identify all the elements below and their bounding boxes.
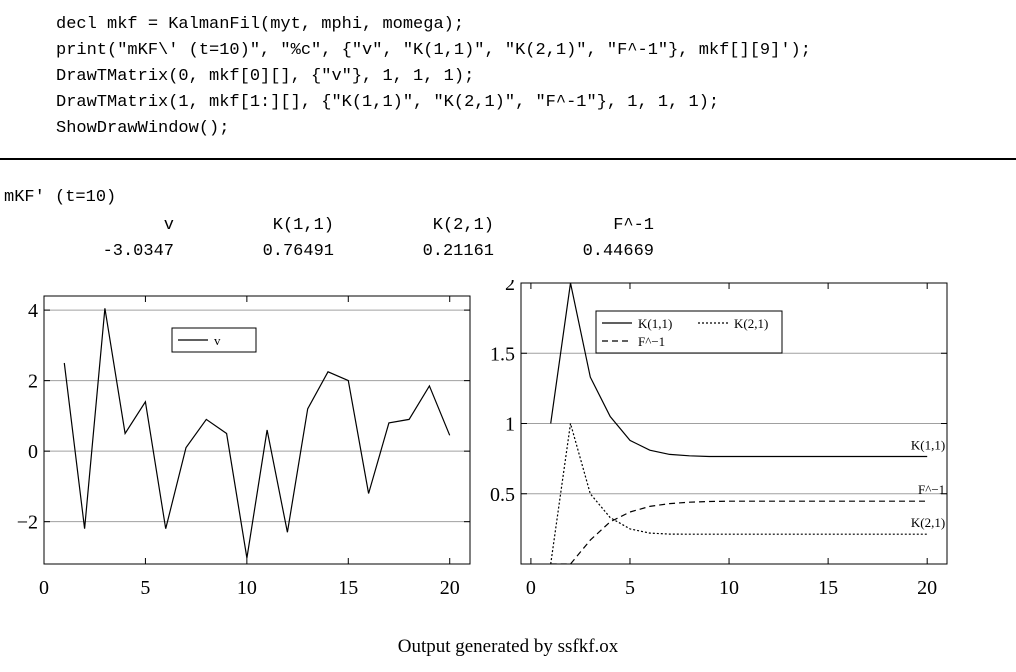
- x-tick-label: 0: [526, 577, 536, 599]
- x-tick-label: 15: [338, 577, 358, 599]
- x-tick-label: 20: [917, 577, 937, 599]
- output-caption: Output generated by ssfkf.ox: [397, 636, 619, 657]
- x-tick-label: 10: [237, 577, 257, 599]
- series-line-f1: [550, 500, 928, 564]
- output-header-finv: F^-1: [613, 216, 654, 235]
- series-line-k21: [550, 423, 928, 564]
- series-end-label: K(1,1): [911, 438, 945, 453]
- output-header-v: v: [163, 216, 174, 235]
- y-tick-label: −2: [17, 512, 38, 534]
- plot-frame: [43, 295, 471, 565]
- y-tick-label: 1: [505, 414, 515, 436]
- y-tick-label: 1.5: [490, 343, 515, 365]
- code-line: DrawTMatrix(0, mkf[0][], {"v"}, 1, 1, 1)…: [56, 67, 475, 86]
- chart-kalman-gain: 0.511.520 5 10 15 20K(1,1)K(2,1)F^−1K(1,1) K(…: [490, 280, 948, 599]
- x-tick-label: 5: [140, 577, 150, 599]
- legend-box: [595, 310, 783, 354]
- series-line-k11: [550, 283, 928, 458]
- x-tick-label: 0: [39, 577, 49, 599]
- code-line: DrawTMatrix(1, mkf[1:][], {"K(1,1)", "K(…: [56, 93, 720, 112]
- output-value-k11: 0.76491: [262, 242, 334, 261]
- x-tick-label: 20: [440, 577, 460, 599]
- code-block: decl mkf = KalmanFil(myt, mphi, momega);…: [56, 12, 811, 142]
- legend-label: F^−1: [638, 334, 665, 349]
- output-value-k21: 0.21161: [422, 242, 494, 261]
- x-tick-label: 15: [818, 577, 838, 599]
- y-tick-label: 0.5: [490, 484, 515, 506]
- chart-v: −2 0 2 4 0 5 10 15 20 v: [17, 295, 471, 599]
- output-title: mKF' (t=10): [4, 188, 117, 207]
- code-line: print("mKF\' (t=10)", "%c", {"v", "K(1,1…: [56, 41, 811, 60]
- output-header-k21: K(2,1): [432, 216, 494, 235]
- legend-label: K(1,1): [638, 316, 672, 331]
- y-tick-label: 2: [505, 280, 515, 295]
- x-tick-label: 10: [719, 577, 739, 599]
- output-value-v: -3.0347: [102, 242, 174, 261]
- separator-rule: [0, 158, 1016, 160]
- code-line: ShowDrawWindow();: [56, 119, 230, 138]
- y-tick-label: 0: [28, 441, 38, 463]
- legend-label: v: [214, 333, 221, 348]
- code-line: decl mkf = KalmanFil(myt, mphi, momega);: [56, 15, 465, 34]
- legend-label: K(2,1): [734, 316, 768, 331]
- x-tick-label: 5: [625, 577, 635, 599]
- output-header-k11: K(1,1): [272, 216, 334, 235]
- series-end-label: K(2,1): [911, 515, 945, 530]
- y-tick-label: 2: [28, 371, 38, 393]
- output-value-finv: 0.44669: [582, 242, 654, 261]
- series-end-label: F^−1: [918, 482, 945, 497]
- series-line-v: [63, 308, 451, 559]
- y-tick-label: 4: [28, 300, 38, 322]
